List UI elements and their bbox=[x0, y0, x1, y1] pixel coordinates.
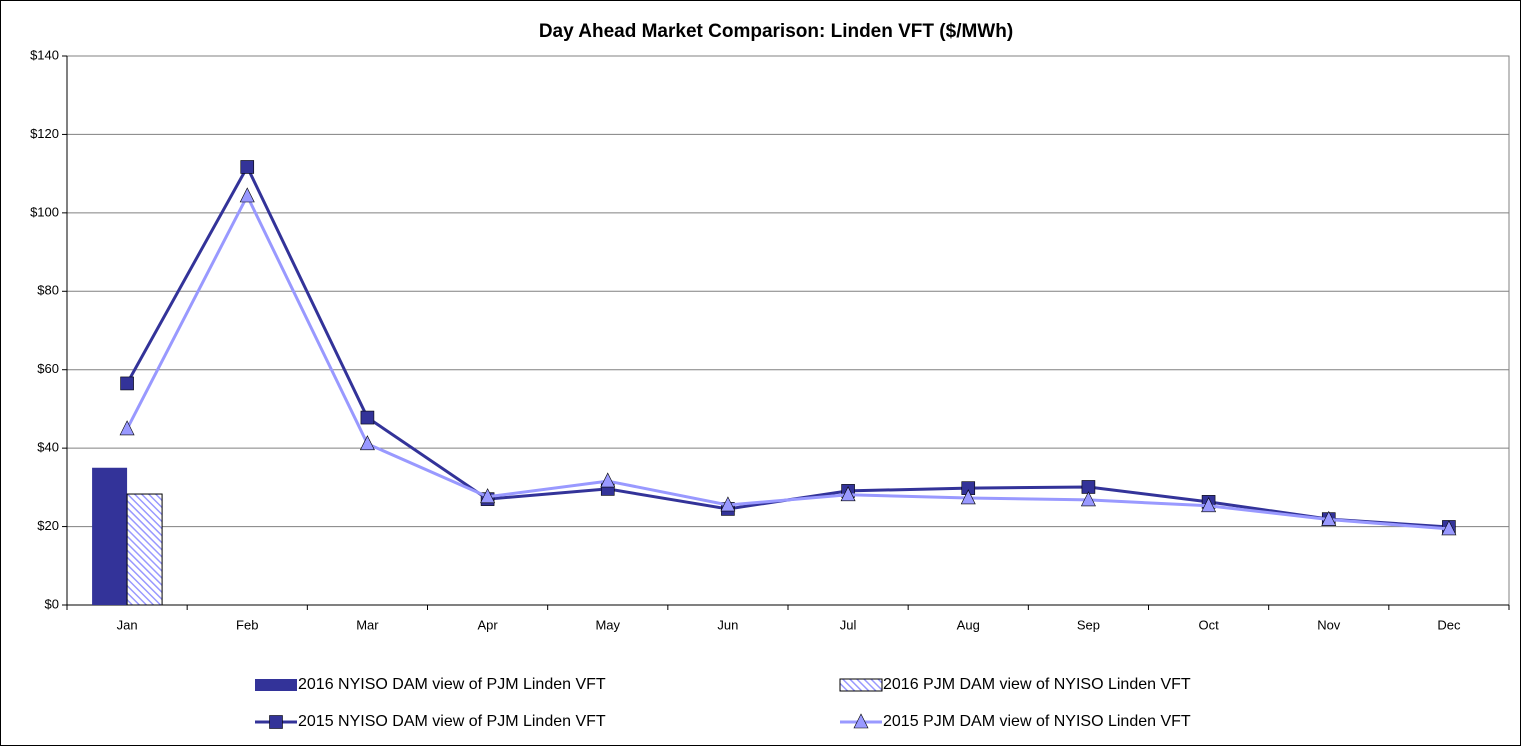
y-tick-label: $20 bbox=[37, 518, 59, 533]
line-marker bbox=[359, 435, 375, 451]
line-marker bbox=[960, 489, 976, 505]
x-tick-label: Apr bbox=[477, 617, 498, 632]
legend-label: 2015 NYISO DAM view of PJM Linden VFT bbox=[298, 713, 606, 730]
plot-area bbox=[66, 55, 1510, 606]
legend-marker bbox=[853, 713, 869, 729]
x-tick-label: Sep bbox=[1077, 617, 1100, 632]
y-tick-label: $100 bbox=[30, 204, 59, 219]
x-tick-label: Mar bbox=[356, 617, 379, 632]
y-tick-label: $0 bbox=[45, 596, 59, 611]
bar bbox=[92, 467, 128, 605]
x-tick-label: Nov bbox=[1317, 617, 1341, 632]
line-marker bbox=[1080, 491, 1096, 507]
chart-title: Day Ahead Market Comparison: Linden VFT … bbox=[539, 21, 1013, 42]
line-marker bbox=[600, 472, 616, 488]
y-tick-label: $40 bbox=[37, 440, 59, 455]
legend-label: 2016 PJM DAM view of NYISO Linden VFT bbox=[883, 676, 1191, 693]
x-tick-label: Feb bbox=[236, 617, 258, 632]
line-marker bbox=[1441, 520, 1457, 536]
legend-label: 2015 PJM DAM view of NYISO Linden VFT bbox=[883, 713, 1191, 730]
line-marker bbox=[840, 486, 856, 502]
line bbox=[125, 192, 1450, 531]
legend-swatch bbox=[255, 679, 297, 691]
line-marker bbox=[480, 488, 496, 504]
x-tick-label: Aug bbox=[957, 617, 980, 632]
y-tick-label: $60 bbox=[37, 361, 59, 376]
x-tick-label: Jan bbox=[117, 617, 138, 632]
line-marker bbox=[240, 160, 255, 174]
x-tick-label: Jul bbox=[840, 617, 857, 632]
x-tick-label: May bbox=[595, 617, 620, 632]
x-tick-label: Oct bbox=[1198, 617, 1219, 632]
legend-swatch bbox=[839, 678, 883, 692]
y-tick-label: $80 bbox=[37, 283, 59, 298]
legend-label: 2016 NYISO DAM view of PJM Linden VFT bbox=[298, 676, 606, 693]
y-tick-label: $120 bbox=[30, 126, 59, 141]
line-marker bbox=[720, 496, 736, 512]
x-tick-label: Dec bbox=[1437, 617, 1461, 632]
x-tick-label: Jun bbox=[717, 617, 738, 632]
line-marker bbox=[120, 376, 134, 391]
bar bbox=[126, 493, 163, 606]
line-marker bbox=[239, 187, 255, 203]
y-tick-label: $140 bbox=[30, 47, 59, 62]
line-marker bbox=[360, 410, 375, 425]
legend-marker bbox=[269, 715, 283, 729]
line-marker bbox=[1321, 510, 1337, 526]
line-marker bbox=[119, 420, 135, 436]
line-marker bbox=[1201, 497, 1217, 513]
